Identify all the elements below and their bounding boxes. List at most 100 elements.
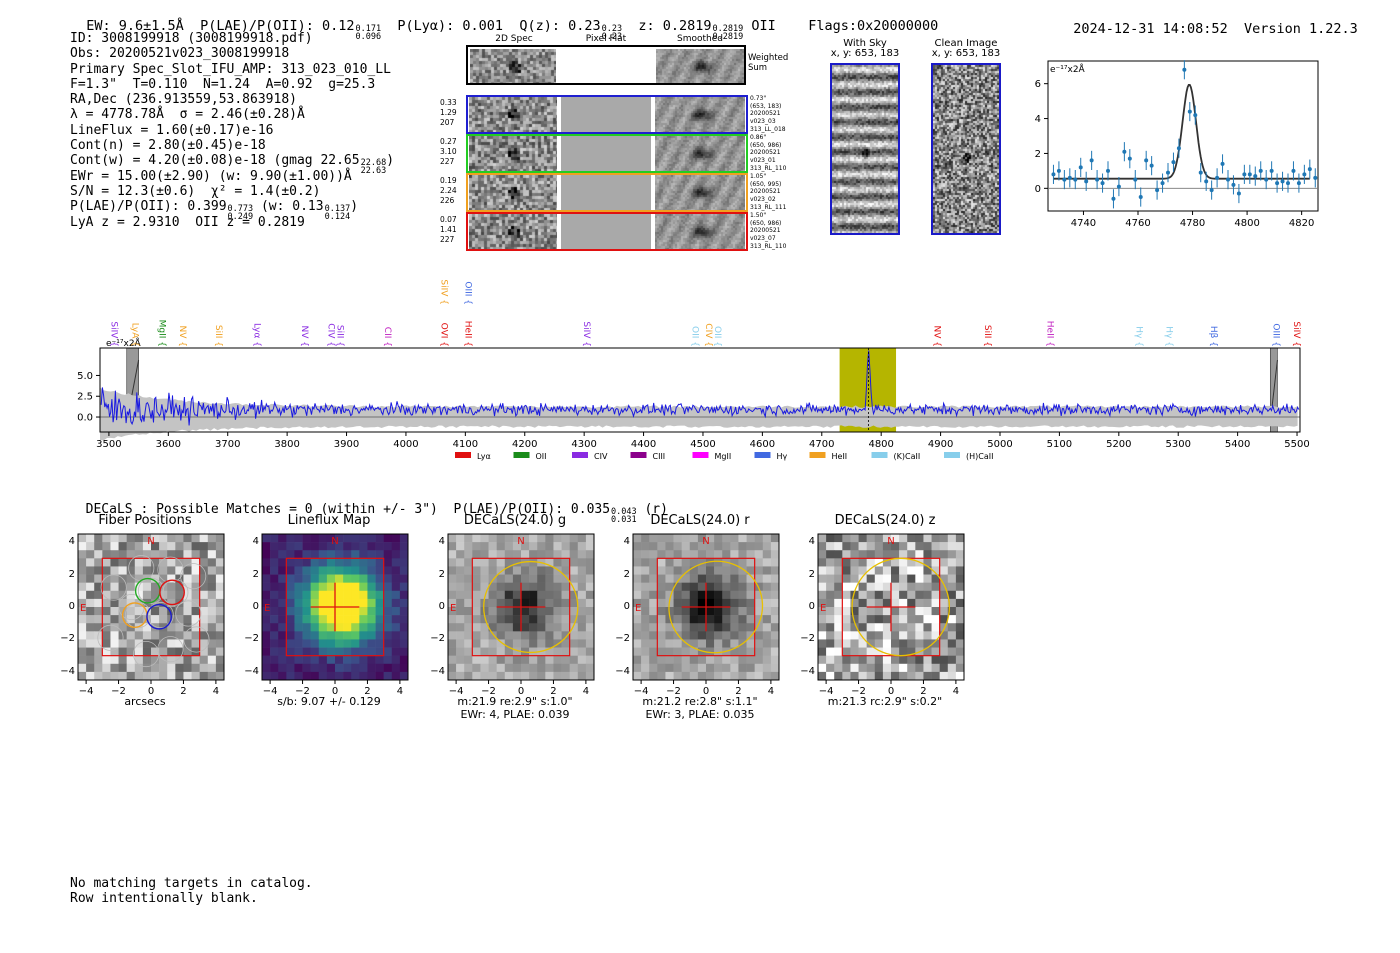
cutout-aperture-ellipse (483, 560, 579, 654)
cutout-pixel (858, 631, 867, 640)
cutout-pixel (375, 582, 384, 592)
cutout-pixel (318, 647, 328, 656)
cutout-pixel (947, 615, 957, 624)
cutout-pixel (858, 607, 867, 616)
cutout-pixel (167, 655, 176, 665)
cutout-pixel (199, 647, 209, 656)
cutout-pixel (858, 598, 867, 608)
cutout-pixel (399, 615, 409, 624)
cutout-pixel (472, 574, 481, 583)
cutout-pixel (689, 534, 699, 543)
cutout-pixel (818, 615, 827, 624)
fit-data-point (1084, 179, 1089, 184)
cutout-pixel (915, 598, 924, 608)
cutout-pixel (545, 558, 554, 567)
cutout-pixel (399, 590, 409, 600)
cutout-pixel (318, 566, 328, 575)
cutout-pixel (383, 550, 393, 559)
cutout-pixel (850, 550, 859, 559)
cutout-pixel (278, 671, 287, 681)
cutout-pixel (649, 582, 658, 592)
cutout-pixel (504, 558, 514, 567)
cutout-pixel (858, 615, 867, 624)
cutout-pixel (464, 590, 473, 600)
cutout-pixel (294, 574, 303, 583)
cutout-pixel (714, 671, 723, 681)
cutout-north-label: N (517, 536, 524, 547)
cutout-pixel (545, 639, 554, 648)
cutout-pixel (399, 607, 409, 616)
cutout-pixel (199, 631, 209, 640)
cutout-pixel (94, 566, 103, 575)
cutout-pixel (335, 655, 344, 665)
cutout-pixel (183, 623, 192, 632)
spectrum-x-tick-label: 4600 (750, 439, 775, 450)
cutout-pixel (335, 582, 344, 592)
cutout-pixel (134, 542, 144, 551)
cutout-pixel (665, 582, 674, 592)
cutout-pixel (697, 582, 707, 592)
cutout-pixel (931, 615, 940, 624)
cutout-pixel (86, 574, 95, 583)
cutout-pixel (770, 590, 780, 600)
cutout-pixel (126, 655, 136, 665)
spectrum-x-tick-label: 4100 (453, 439, 478, 450)
cutout-pixel (850, 639, 859, 648)
cutout-pixel (770, 671, 780, 681)
cutout-pixel (456, 598, 465, 608)
cutout-pixel (665, 607, 674, 616)
detection-info: ID: 3008199918 (3008199918.pdf) Obs: 202… (70, 31, 394, 230)
cutout-pixel (754, 558, 764, 567)
cutout-pixel (858, 663, 867, 673)
cutout-pixel (537, 542, 546, 551)
cutout-pixel (310, 647, 320, 656)
cutout-pixel (488, 582, 497, 592)
cutout-pixel (207, 550, 217, 559)
cutout-pixel (159, 671, 168, 681)
info-id: ID: 3008199918 (3008199918.pdf) (70, 31, 313, 46)
cutout-pixel (318, 607, 328, 616)
cutout-pixel (318, 623, 328, 632)
cutout-pixel (939, 663, 949, 673)
cutout-pixel (907, 574, 916, 583)
cutout-pixel (110, 558, 119, 567)
cutout-pixel (504, 655, 514, 665)
cutout-pixel (151, 534, 160, 543)
cutout-pixel (110, 598, 119, 608)
cutout-pixel (947, 566, 957, 575)
cutout-pixel (891, 558, 900, 567)
cutout-pixel (931, 639, 940, 648)
cutout-pixel (375, 542, 384, 551)
cutout-image: NE−4 −2 0 2 4 (632, 533, 780, 697)
cutout-pixel (722, 663, 731, 673)
cutout-pixel (183, 607, 192, 616)
cutout-pixel (335, 631, 344, 640)
cutout-pixel (874, 534, 884, 543)
cutout-pixel (754, 566, 764, 575)
cutout-pixel (577, 663, 587, 673)
cutout-pixel (294, 607, 303, 616)
cutout-pixel (359, 647, 368, 656)
cutout-pixel (456, 655, 465, 665)
info-plae: P(LAE)/P(OII): 0.399 0.773 0.249 (w: 0.13 0… (70, 199, 394, 221)
cutout-pixel (738, 582, 747, 592)
cutout-pixel (826, 631, 835, 640)
cutout-pixel (633, 598, 642, 608)
cutout-pixel (738, 623, 747, 632)
cutout-search-box (656, 557, 756, 657)
cutout-pixel (665, 574, 674, 583)
cutout-pixel (915, 615, 924, 624)
cutout-pixel (383, 639, 393, 648)
cutout-pixel (762, 566, 772, 575)
cutout-pixel (762, 615, 772, 624)
cutout-pixel (142, 631, 152, 640)
legend-swatch (944, 452, 960, 458)
fiber-stat-value: 1.41 (440, 225, 457, 234)
cutout-pixel (118, 639, 127, 648)
cutout-pixel (359, 623, 368, 632)
cutout-pixel (673, 639, 682, 648)
cutout-pixel (207, 542, 217, 551)
cutout-pixel (207, 598, 217, 608)
cutout-pixel (641, 639, 650, 648)
cutout-pixel (367, 623, 376, 632)
